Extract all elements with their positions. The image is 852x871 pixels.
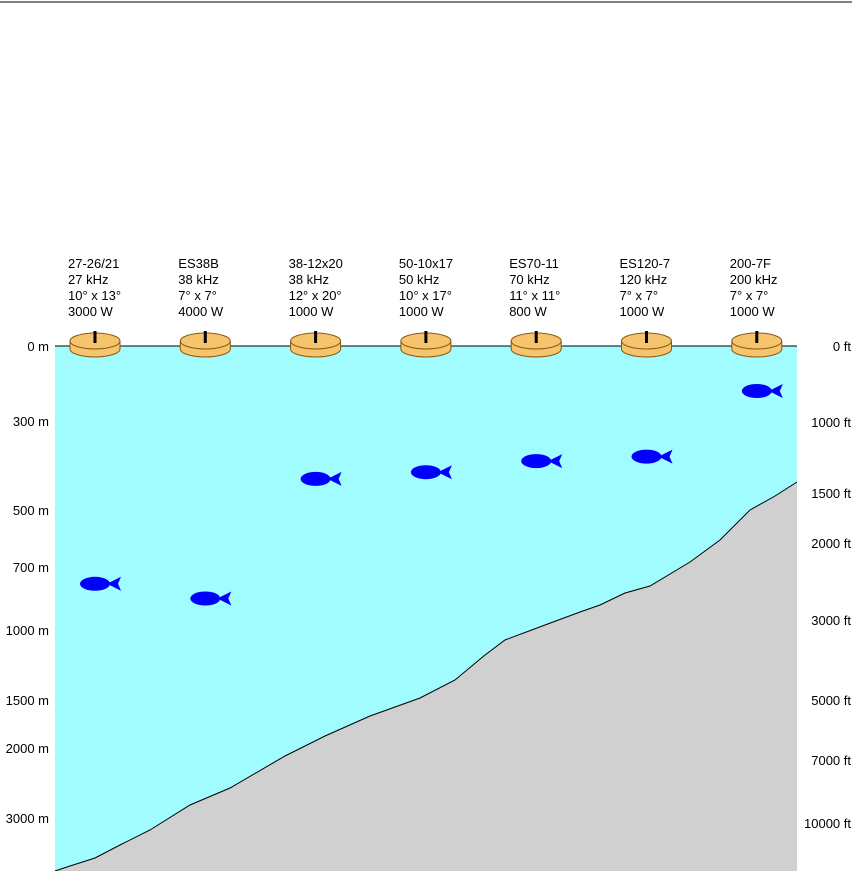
depth-label-ft: 1000 ft bbox=[811, 415, 851, 430]
transducer-power: 1000 W bbox=[730, 304, 776, 319]
fish-tail bbox=[548, 454, 563, 469]
depth-label-m: 1000 m bbox=[6, 623, 49, 638]
fish-body bbox=[631, 449, 662, 464]
transducer-model: 38-12x20 bbox=[289, 256, 343, 271]
depth-label-ft: 2000 ft bbox=[811, 536, 851, 551]
transducer-frequency: 50 kHz bbox=[399, 272, 439, 287]
fish-tail bbox=[768, 384, 783, 398]
fish-tail bbox=[437, 465, 452, 480]
transducer-power: 1000 W bbox=[620, 304, 666, 319]
depth-label-m: 1500 m bbox=[6, 693, 49, 708]
fish-icon bbox=[80, 576, 121, 591]
fish-icon bbox=[741, 384, 783, 398]
fish-icon bbox=[190, 591, 232, 606]
fish-body bbox=[80, 576, 110, 591]
depth-label-m: 500 m bbox=[13, 503, 49, 518]
transducer-model: ES120-7 bbox=[620, 256, 671, 271]
fish-tail bbox=[658, 449, 673, 464]
transducer-model: 200-7F bbox=[730, 256, 771, 271]
depth-label-ft: 5000 ft bbox=[811, 693, 851, 708]
depth-label-m: 300 m bbox=[13, 414, 49, 429]
depth-label-ft: 0 ft bbox=[833, 339, 851, 354]
transducer-frequency: 38 kHz bbox=[289, 272, 329, 287]
fish-icon bbox=[631, 449, 673, 464]
depth-label-m: 3000 m bbox=[6, 811, 49, 826]
transducer-beam: 7° x 7° bbox=[178, 288, 217, 303]
fish-tail bbox=[327, 471, 342, 486]
transducer-frequency: 27 kHz bbox=[68, 272, 108, 287]
transducer-frequency: 70 kHz bbox=[509, 272, 549, 287]
transducer-model: 50-10x17 bbox=[399, 256, 453, 271]
transducer-beam: 10° x 13° bbox=[68, 288, 121, 303]
transducer-model: 27-26/21 bbox=[68, 256, 119, 271]
depth-label-m: 0 m bbox=[27, 339, 49, 354]
transducer-model: ES70-11 bbox=[509, 256, 559, 271]
depth-label-ft: 1500 ft bbox=[811, 486, 851, 501]
fish-tail bbox=[217, 591, 232, 606]
transducer-power: 800 W bbox=[509, 304, 547, 319]
fish-tail bbox=[107, 576, 121, 591]
depth-axis-metric: 0 m 300 m 500 m 700 m 1000 m 1500 m 2000… bbox=[6, 339, 49, 826]
transducer-frequency: 200 kHz bbox=[730, 272, 778, 287]
seafloor-outline bbox=[54, 481, 798, 871]
transducer-frequency: 120 kHz bbox=[620, 272, 668, 287]
transducer-power: 1000 W bbox=[399, 304, 445, 319]
transducer-beam: 7° x 7° bbox=[730, 288, 769, 303]
transducer-beam: 12° x 20° bbox=[289, 288, 342, 303]
depth-label-ft: 3000 ft bbox=[811, 613, 851, 628]
fish-icon bbox=[300, 471, 342, 486]
fish-icon bbox=[521, 454, 563, 469]
transducer-beam: 7° x 7° bbox=[620, 288, 659, 303]
fish-body bbox=[521, 454, 552, 469]
fish-body bbox=[190, 591, 221, 606]
fish-icon bbox=[410, 465, 452, 480]
transducer-power: 3000 W bbox=[68, 304, 114, 319]
fish-body bbox=[410, 465, 441, 480]
fish-body bbox=[741, 384, 772, 398]
depth-label-ft: 10000 ft bbox=[804, 816, 851, 831]
transducer-frequency: 38 kHz bbox=[178, 272, 218, 287]
transducer-beam: 10° x 17° bbox=[399, 288, 452, 303]
depth-label-m: 2000 m bbox=[6, 741, 49, 756]
depth-axis-imperial: 0 ft 1000 ft 1500 ft 2000 ft 3000 ft 500… bbox=[804, 339, 851, 831]
fish-body bbox=[300, 471, 331, 486]
depth-label-m: 700 m bbox=[13, 560, 49, 575]
depth-label-ft: 7000 ft bbox=[811, 753, 851, 768]
transducer-power: 1000 W bbox=[289, 304, 335, 319]
transducer-model: ES38B bbox=[178, 256, 218, 271]
transducer-power: 4000 W bbox=[178, 304, 224, 319]
seafloor bbox=[55, 482, 797, 871]
transducer-beam: 11° x 11° bbox=[509, 288, 560, 303]
